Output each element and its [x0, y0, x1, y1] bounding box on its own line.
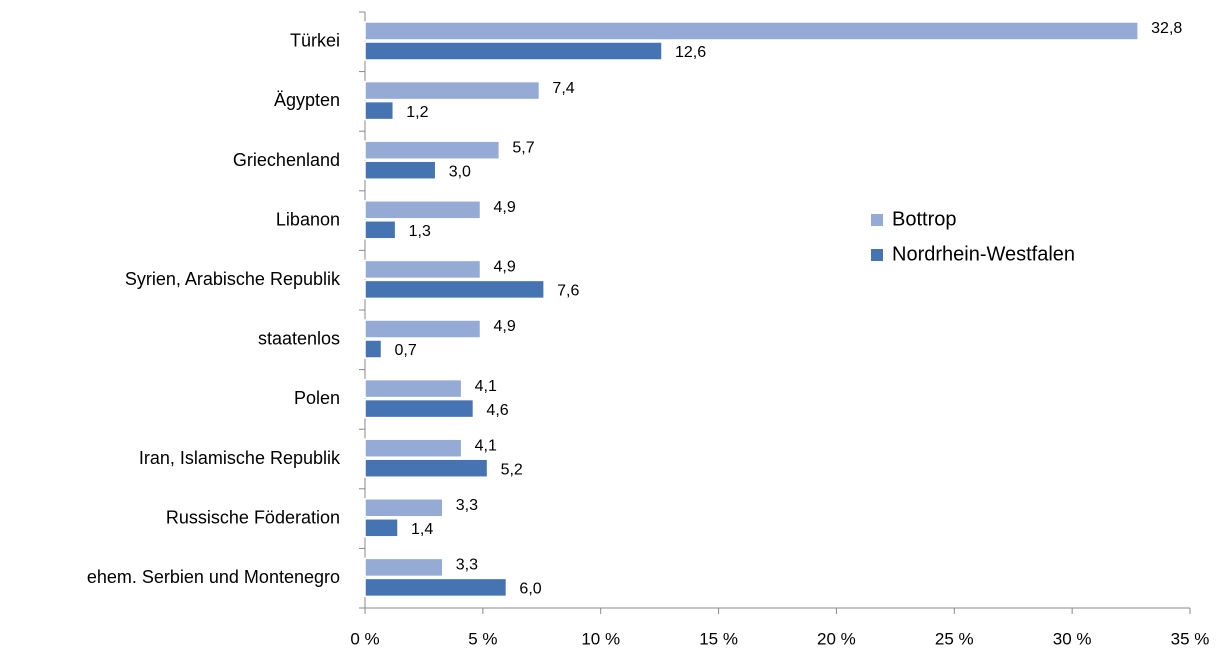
x-tick-label: 25 %	[935, 629, 974, 648]
data-label: 0,7	[395, 342, 417, 359]
bar	[364, 41, 663, 61]
data-label: 4,9	[494, 318, 516, 335]
bar	[364, 458, 489, 478]
bar	[364, 319, 482, 339]
x-tick-label: 20 %	[817, 629, 856, 648]
bar	[364, 577, 508, 598]
data-label: 3,3	[456, 497, 478, 514]
x-tick-label: 35 %	[1171, 629, 1210, 648]
bar	[364, 160, 437, 180]
legend-swatch	[871, 214, 883, 226]
bar	[364, 398, 475, 419]
x-tick-label: 5 %	[468, 629, 497, 648]
x-tick-label: 30 %	[1053, 629, 1092, 648]
data-label: 5,2	[501, 461, 523, 478]
category-label: Iran, Islamische Republik	[139, 448, 341, 468]
x-tick-label: 10 %	[581, 629, 620, 648]
data-label: 5,7	[512, 139, 534, 156]
data-label: 6,0	[519, 581, 541, 598]
category-label: Polen	[294, 388, 340, 408]
bar	[364, 518, 399, 538]
legend-swatch	[871, 249, 883, 261]
category-label: staatenlos	[258, 329, 340, 349]
x-tick-label: 0 %	[350, 629, 379, 648]
bar	[364, 557, 444, 578]
data-label: 32,8	[1151, 20, 1182, 37]
bar	[364, 140, 501, 160]
legend-label: Bottrop	[892, 208, 956, 230]
bar	[364, 259, 482, 280]
category-label: Türkei	[290, 31, 340, 51]
data-label: 3,3	[456, 557, 478, 574]
data-label: 3,0	[449, 163, 471, 180]
data-label: 1,3	[409, 223, 431, 240]
legend-label: Nordrhein-Westfalen	[892, 243, 1075, 265]
data-label: 4,6	[486, 402, 508, 419]
data-label: 4,9	[494, 259, 516, 276]
data-label: 4,9	[494, 199, 516, 216]
bar	[364, 220, 397, 240]
bar	[364, 100, 395, 121]
bar	[364, 279, 545, 300]
data-label: 1,4	[411, 521, 433, 538]
data-label: 12,6	[675, 44, 706, 61]
x-tick-label: 15 %	[699, 629, 738, 648]
bar	[364, 339, 383, 359]
category-label: ehem. Serbien und Montenegro	[87, 567, 340, 587]
bar	[364, 200, 482, 220]
category-label: Russische Föderation	[166, 507, 340, 527]
data-label: 7,4	[552, 80, 574, 97]
bar	[364, 378, 463, 399]
category-label: Griechenland	[233, 150, 340, 170]
category-label: Ägypten	[274, 90, 340, 110]
data-label: 4,1	[475, 437, 497, 454]
data-label: 4,1	[475, 378, 497, 395]
category-label: Syrien, Arabische Republik	[125, 269, 341, 289]
bar	[364, 498, 444, 518]
data-label: 7,6	[557, 283, 579, 300]
category-label: Libanon	[276, 209, 340, 229]
data-label: 1,2	[406, 104, 428, 121]
bar	[364, 438, 463, 458]
bar	[364, 80, 541, 101]
bar	[364, 21, 1139, 41]
